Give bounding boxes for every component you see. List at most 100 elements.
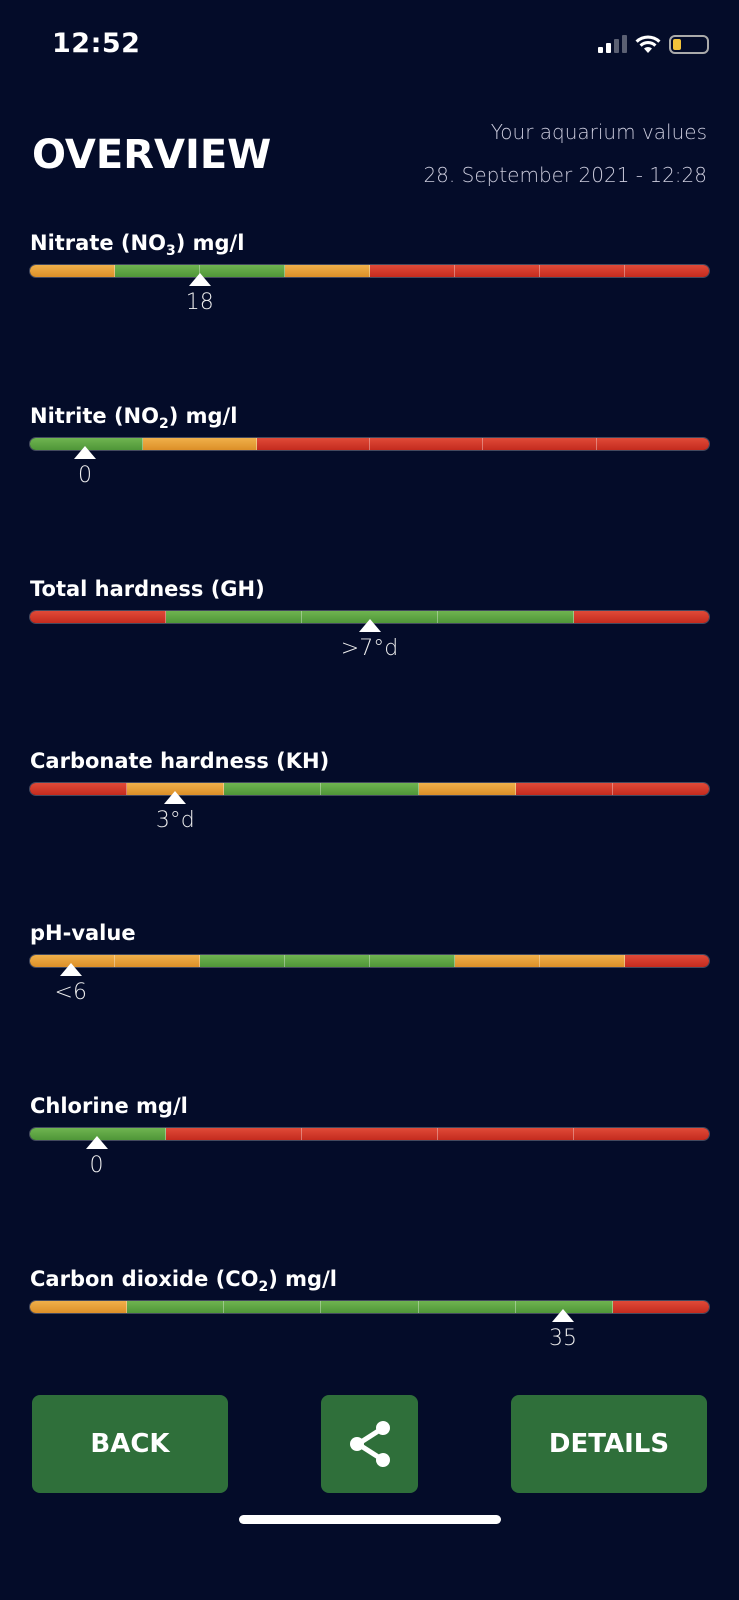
range-bar <box>30 438 709 450</box>
range-segment-orange <box>285 265 370 277</box>
status-icons <box>598 34 709 54</box>
share-icon <box>349 1421 390 1467</box>
range-segment-red <box>596 438 709 450</box>
parameter-value: 0 <box>77 463 92 488</box>
label-text: Carbon dioxide (CO <box>30 1267 259 1291</box>
range-segment-green <box>370 955 455 967</box>
range-segment-red <box>256 438 370 450</box>
range-segment-orange <box>30 265 115 277</box>
range-segment-red <box>455 265 540 277</box>
range-segment-orange <box>455 955 540 967</box>
range-bar <box>30 265 709 277</box>
range-segment-red <box>625 265 709 277</box>
range-segment-green <box>418 1301 516 1313</box>
range-segment-green <box>321 1301 419 1313</box>
back-button[interactable]: BACK <box>32 1395 228 1493</box>
range-segment-red <box>302 1128 438 1140</box>
range-segment-orange <box>30 955 115 967</box>
label-text: Total hardness (GH) <box>30 577 265 601</box>
parameter-value: 0 <box>89 1153 104 1178</box>
range-segment-red <box>625 955 709 967</box>
parameter-label: Nitrite (NO2) mg/l <box>30 404 237 432</box>
range-segment-green <box>115 265 200 277</box>
range-bar <box>30 1128 709 1140</box>
range-segment-orange <box>418 783 516 795</box>
range-segment-orange <box>115 955 200 967</box>
parameter-value: <6 <box>54 980 87 1005</box>
range-segment-green <box>200 955 285 967</box>
range-segment-green <box>515 1301 613 1313</box>
range-bar <box>30 1301 709 1313</box>
range-segment-red <box>30 783 128 795</box>
details-button[interactable]: DETAILS <box>511 1395 707 1493</box>
parameter-value: >7°d <box>340 636 399 661</box>
parameter-label: Carbonate hardness (KH) <box>30 749 329 773</box>
label-text: Carbonate hardness (KH) <box>30 749 330 773</box>
range-segment-red <box>166 1128 302 1140</box>
range-segment-green <box>285 955 370 967</box>
measurement-datetime: 28. September 2021 - 12:28 <box>423 163 707 187</box>
range-bar <box>30 611 709 623</box>
range-segment-red <box>540 265 625 277</box>
parameter-label: Nitrate (NO3) mg/l <box>30 231 244 259</box>
label-unit: ) mg/l <box>168 404 238 428</box>
label-subscript: 3 <box>165 243 176 260</box>
parameter-label: Carbon dioxide (CO2) mg/l <box>30 1267 337 1295</box>
value-marker-icon <box>59 963 82 976</box>
range-segment-green <box>127 1301 225 1313</box>
value-marker-icon <box>188 273 211 286</box>
parameter-label: Total hardness (GH) <box>30 577 265 601</box>
label-text: pH-value <box>30 921 136 945</box>
range-segment-orange <box>30 1301 128 1313</box>
range-segment-red <box>574 1128 709 1140</box>
range-segment-red <box>483 438 597 450</box>
range-segment-orange <box>143 438 257 450</box>
label-unit: ) mg/l <box>268 1267 337 1291</box>
parameter-label: pH-value <box>30 921 136 945</box>
range-segment-green <box>224 783 322 795</box>
page-title: OVERVIEW <box>32 132 272 178</box>
label-text: Chlorine mg/l <box>30 1094 188 1118</box>
label-text: Nitrite (NO <box>30 404 159 428</box>
parameter-label: Chlorine mg/l <box>30 1094 188 1118</box>
value-marker-icon <box>552 1309 574 1322</box>
label-text: Nitrate (NO <box>30 231 166 255</box>
range-segment-red <box>369 438 484 450</box>
value-marker-icon <box>73 446 96 459</box>
range-segment-green <box>200 265 285 277</box>
range-segment-orange <box>540 955 625 967</box>
range-segment-red <box>370 265 455 277</box>
label-subscript: 2 <box>158 416 169 433</box>
parameter-value: 35 <box>549 1326 577 1351</box>
status-time: 12:52 <box>52 28 141 59</box>
label-subscript: 2 <box>258 1279 269 1296</box>
range-bar <box>30 955 709 967</box>
range-segment-red <box>612 1301 709 1313</box>
home-indicator[interactable] <box>239 1515 501 1524</box>
range-segment-green <box>302 611 438 623</box>
range-bar <box>30 783 709 795</box>
range-segment-green <box>224 1301 322 1313</box>
range-segment-green <box>166 611 302 623</box>
cellular-signal-icon <box>598 35 627 53</box>
page-subtitle: Your aquarium values <box>490 120 707 144</box>
range-segment-green <box>438 611 574 623</box>
label-unit: ) mg/l <box>175 231 245 255</box>
share-button[interactable] <box>321 1395 418 1493</box>
wifi-icon <box>635 35 661 53</box>
battery-low-icon <box>669 34 709 54</box>
range-segment-green <box>30 1128 166 1140</box>
parameter-value: 18 <box>185 290 214 315</box>
range-segment-red <box>612 783 709 795</box>
parameter-value: 3°d <box>155 808 195 833</box>
value-marker-icon <box>164 791 187 804</box>
range-segment-red <box>574 611 709 623</box>
range-segment-red <box>515 783 613 795</box>
value-marker-icon <box>358 619 381 632</box>
range-segment-green <box>30 438 144 450</box>
range-segment-red <box>30 611 166 623</box>
range-segment-red <box>438 1128 574 1140</box>
range-segment-orange <box>127 783 225 795</box>
range-segment-green <box>321 783 419 795</box>
value-marker-icon <box>85 1136 108 1149</box>
